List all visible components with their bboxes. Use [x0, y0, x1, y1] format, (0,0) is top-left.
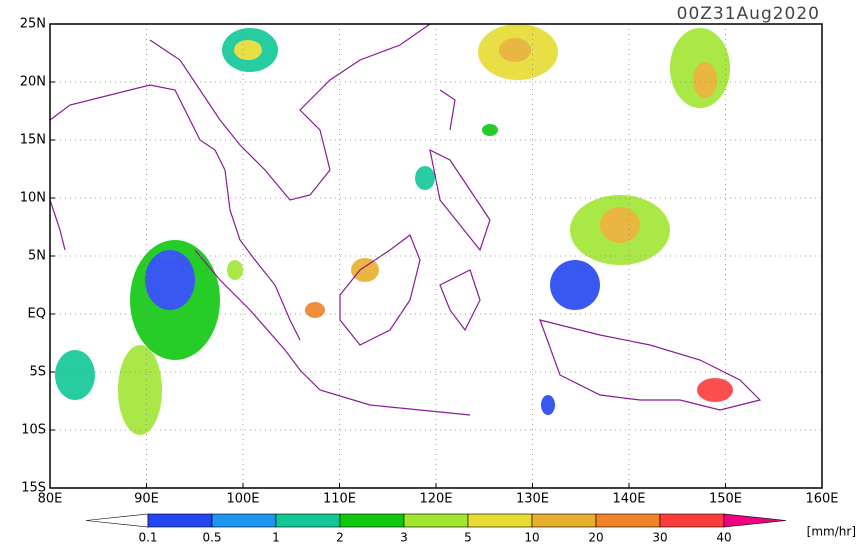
colorbar-label: 3	[400, 531, 408, 545]
map-title: 00Z31Aug2020	[677, 4, 820, 24]
colorbar-box	[147, 513, 213, 528]
colorbar-box	[531, 513, 597, 528]
y-tick-label: 5S	[29, 365, 46, 380]
x-tick-label: 100E	[226, 492, 259, 507]
colorbar-box	[339, 513, 405, 528]
colorbar-label: 20	[588, 531, 603, 545]
x-tick-label: 110E	[323, 492, 356, 507]
colorbar-label: 5	[464, 531, 472, 545]
colorbar-high	[723, 513, 787, 528]
colorbar-label: 10	[524, 531, 539, 545]
colorbar-box	[467, 513, 533, 528]
x-tick-label: 80E	[38, 492, 63, 507]
y-tick-label: EQ	[28, 307, 46, 322]
colorbar-box	[403, 513, 469, 528]
colorbar-label: 0.1	[138, 531, 157, 545]
x-tick-label: 160E	[805, 492, 838, 507]
x-tick-label: 150E	[709, 492, 742, 507]
colorbar-label: 40	[716, 531, 731, 545]
y-tick-label: 15S	[21, 481, 46, 496]
x-tick-label: 120E	[419, 492, 452, 507]
colorbar-box	[595, 513, 661, 528]
coastlines	[49, 23, 762, 416]
axes: 80E 90E 100E 110E 120E 130E 140E 150E 160E 25N 20N…	[20, 17, 839, 507]
y-tick-label: 20N	[20, 75, 46, 90]
colorbar-units: [mm/hr]	[807, 525, 856, 539]
y-tick-label: 10N	[20, 191, 46, 206]
y-tick-label: 25N	[20, 17, 46, 32]
colorbar-low	[85, 513, 149, 528]
x-tick-label: 90E	[134, 492, 159, 507]
colorbar-label: 1	[272, 531, 280, 545]
y-tick-label: 15N	[20, 133, 46, 148]
colorbar-box	[211, 513, 277, 528]
colorbar-box	[275, 513, 341, 528]
x-tick-label: 130E	[516, 492, 549, 507]
y-tick-label: 10S	[21, 423, 46, 438]
x-tick-label: 140E	[612, 492, 645, 507]
colorbar-label: 0.5	[202, 531, 221, 545]
y-tick-label: 5N	[28, 249, 46, 264]
colorbar-label: 30	[652, 531, 667, 545]
map-frame	[49, 23, 823, 489]
colorbar-box	[659, 513, 725, 528]
precipitation	[55, 24, 733, 435]
colorbar: 0.1 0.5 1 2 3 5 10 20 30 40 [mm/hr]	[85, 513, 856, 545]
colorbar-label: 2	[336, 531, 344, 545]
